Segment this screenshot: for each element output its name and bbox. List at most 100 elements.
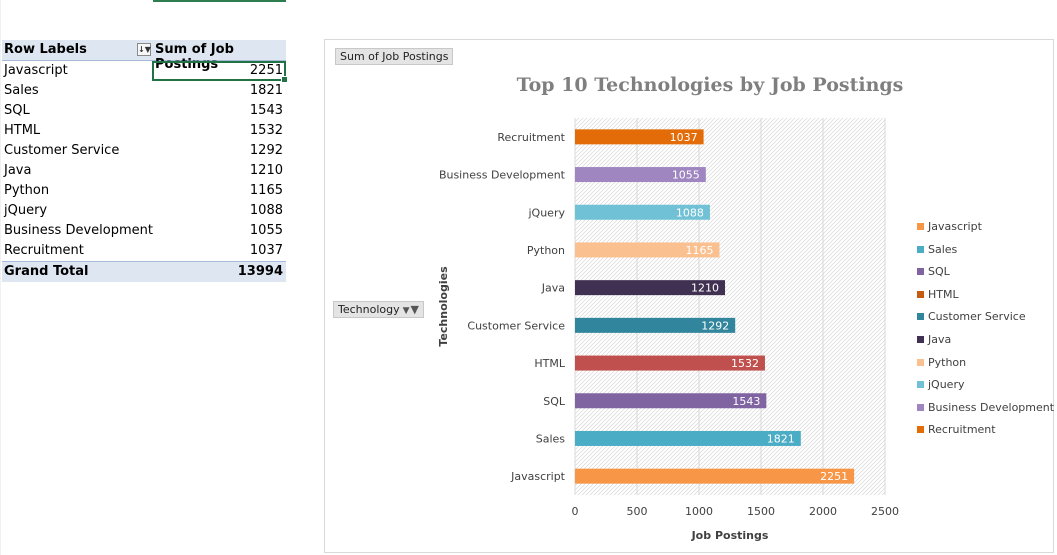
grand-total-label: Grand Total [4, 264, 89, 279]
bar[interactable] [575, 280, 726, 296]
sum-header[interactable]: Sum of Job Postings [155, 42, 234, 72]
legend-label: Javascript [928, 220, 982, 233]
pivot-row-label: Customer Service [4, 143, 120, 158]
pivot-row-label: Recruitment [4, 243, 84, 258]
pivot-row-label: jQuery [4, 203, 48, 218]
value-field-button[interactable]: Sum of Job Postings [335, 48, 454, 65]
x-tick-label: 2500 [871, 505, 899, 518]
legend-swatch [917, 223, 924, 230]
y-axis-title: Technologies [437, 266, 450, 347]
bar-data-label: 1292 [701, 319, 729, 332]
grand-total-row[interactable]: Grand Total 13994 [2, 261, 286, 282]
pivot-row[interactable]: Java 1210 [2, 161, 286, 181]
bar-data-label: 1543 [732, 395, 760, 408]
pivot-row-value: 1210 [249, 163, 283, 178]
pivot-row-label: Sales [4, 83, 39, 98]
y-tick-label: SQL [543, 395, 566, 408]
dropdown-arrow-icon: ▼ [402, 306, 410, 316]
legend-swatch [917, 403, 924, 411]
legend-swatch [917, 426, 924, 434]
x-tick-label: 2000 [809, 505, 837, 518]
x-tick-label: 0 [572, 505, 579, 518]
y-tick-label: Business Development [439, 169, 566, 182]
bar[interactable] [575, 430, 801, 446]
legend-label: Customer Service [928, 310, 1026, 324]
pivot-row-label: Business Development [4, 223, 153, 238]
y-tick-label: HTML [534, 357, 565, 370]
selected-cell-border [152, 61, 288, 83]
bar-data-label: 1088 [676, 206, 704, 219]
x-tick-label: 500 [627, 505, 648, 518]
legend-swatch [917, 245, 924, 253]
bar[interactable] [575, 355, 765, 371]
legend-label: Sales [928, 242, 958, 256]
bar[interactable] [575, 468, 855, 484]
y-tick-label: Recruitment [497, 131, 565, 144]
x-tick-label: 1000 [685, 505, 713, 518]
bar-data-label: 1037 [670, 131, 698, 144]
legend-swatch [917, 290, 924, 298]
legend-swatch [917, 335, 924, 343]
bar-data-label: 1821 [767, 432, 795, 445]
pivot-row[interactable]: Recruitment 1037 [2, 241, 286, 261]
pivot-row[interactable]: HTML 1532 [2, 121, 286, 141]
bar[interactable] [575, 317, 736, 333]
pivot-table: Row Labels ↓▼ Sum of Job Postings Javasc… [2, 40, 288, 282]
pivot-row[interactable]: Business Development 1055 [2, 221, 286, 241]
row-labels-header[interactable]: Row Labels [4, 42, 87, 57]
pivot-row-label: SQL [4, 103, 30, 118]
bar[interactable] [575, 242, 720, 258]
pivot-row[interactable]: jQuery 1088 [2, 201, 286, 221]
chart-title[interactable]: Top 10 Technologies by Job Postings [516, 74, 904, 96]
pivot-row[interactable]: Python 1165 [2, 181, 286, 201]
pivot-row-label: Python [4, 183, 50, 198]
pivot-row-value: 1821 [249, 83, 283, 98]
filter-funnel-icon: ▼ [410, 303, 420, 316]
pivot-row-value: 1543 [249, 103, 283, 118]
legend-label: Business Development [928, 400, 1055, 414]
bar-data-label: 1055 [672, 169, 700, 182]
y-tick-label: jQuery [528, 206, 566, 219]
axis-field-label: Technology [338, 303, 400, 316]
pivot-chart[interactable]: 0 500 1000 1500 2000 2500 2251 Javascript 1821 Sa… [324, 39, 1054, 553]
legend-label: Python [928, 355, 967, 369]
axis-field-button[interactable]: Technology ▼▼ [333, 301, 425, 318]
pivot-rows: Javascript 2251 Sales 1821 SQL 1543 HTML 1532 Cu… [2, 61, 288, 261]
pivot-header-row: Row Labels ↓▼ Sum of Job Postings [2, 40, 286, 72]
pivot-row[interactable]: Customer Service 1292 [2, 141, 286, 161]
legend-label: Recruitment [928, 423, 996, 437]
legend-label: HTML [928, 287, 959, 301]
y-tick-label: Javascript [510, 470, 566, 483]
bar[interactable] [575, 393, 767, 409]
legend-label: jQuery [928, 378, 965, 392]
pivot-row-value: 1055 [249, 223, 283, 238]
pivot-row[interactable]: SQL 1543 [2, 101, 286, 121]
bar[interactable] [575, 204, 710, 220]
y-tick-label: Customer Service [467, 319, 565, 332]
y-tick-label: Sales [536, 432, 566, 445]
legend-swatch [917, 358, 924, 366]
pivot-row[interactable]: Javascript 2251 [2, 61, 288, 83]
pivot-row-label: Java [4, 163, 32, 178]
bar[interactable] [575, 129, 704, 145]
legend-swatch [917, 313, 924, 321]
y-tick-label: Python [527, 244, 565, 257]
pivot-row-label: Javascript [4, 63, 68, 78]
pivot-row-value: 1088 [249, 203, 283, 218]
chart-canvas: 0 500 1000 1500 2000 2500 2251 Javascript 1821 Sa… [437, 118, 899, 542]
pivot-row-value: 1532 [249, 123, 283, 138]
bar-data-label: 2251 [820, 470, 848, 483]
pivot-row-value: 1292 [249, 143, 283, 158]
pivot-row-label: HTML [4, 123, 41, 138]
gridline [0, 0, 1, 555]
filter-sort-icon[interactable]: ↓▼ [137, 43, 151, 56]
pivot-row-value: 1037 [249, 243, 283, 258]
bar-data-label: 1532 [731, 357, 759, 370]
pivot-row-value: 1165 [249, 183, 283, 198]
pivot-row[interactable]: Sales 1821 [2, 81, 286, 101]
x-tick-label: 1500 [747, 505, 775, 518]
selected-column-indicator [153, 0, 286, 2]
pivot-row-value: 2251 [249, 63, 283, 78]
bar[interactable] [575, 167, 706, 183]
grand-total-value: 13994 [237, 264, 283, 279]
